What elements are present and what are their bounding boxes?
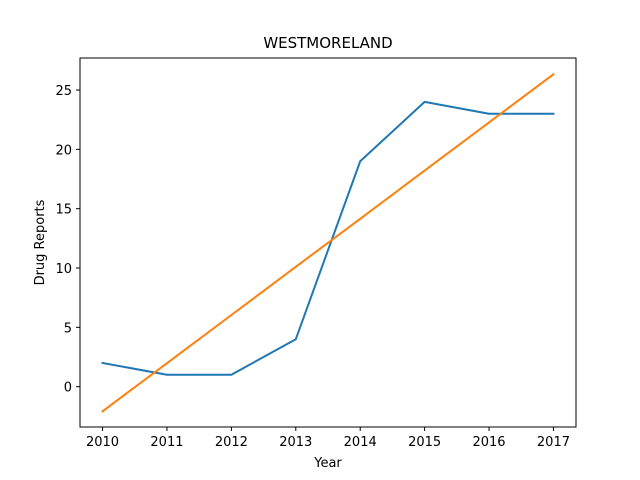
x-tick-label: 2013	[279, 435, 312, 450]
series-line-2	[101, 72, 555, 413]
plot-lines	[101, 72, 555, 413]
x-tick-label: 2012	[215, 435, 248, 450]
plot-area-frame	[79, 57, 577, 428]
x-tick-label: 2015	[408, 435, 441, 450]
y-tick-label: 15	[55, 203, 72, 218]
series-line-1	[101, 100, 555, 376]
x-tick-label: 2014	[344, 435, 377, 450]
x-tick-label: 2016	[472, 435, 505, 450]
x-axis-label: Year	[313, 456, 342, 471]
y-tick-label: 20	[55, 143, 72, 158]
x-tick-label: 2010	[86, 435, 119, 450]
y-tick-label: 10	[55, 262, 72, 277]
chart-title: WESTMORELAND	[263, 34, 392, 52]
x-axis: 2010 2011 2012 2013 2014 2015 2016 2017	[86, 427, 570, 450]
x-tick-label: 2017	[537, 435, 570, 450]
y-tick-label: 25	[55, 84, 72, 99]
y-tick-label: 5	[64, 321, 72, 336]
y-axis: 0 5 10 15 20 25	[55, 84, 80, 396]
y-axis-label: Drug Reports	[33, 199, 48, 285]
x-tick-label: 2011	[150, 435, 183, 450]
y-tick-label: 0	[64, 381, 72, 396]
